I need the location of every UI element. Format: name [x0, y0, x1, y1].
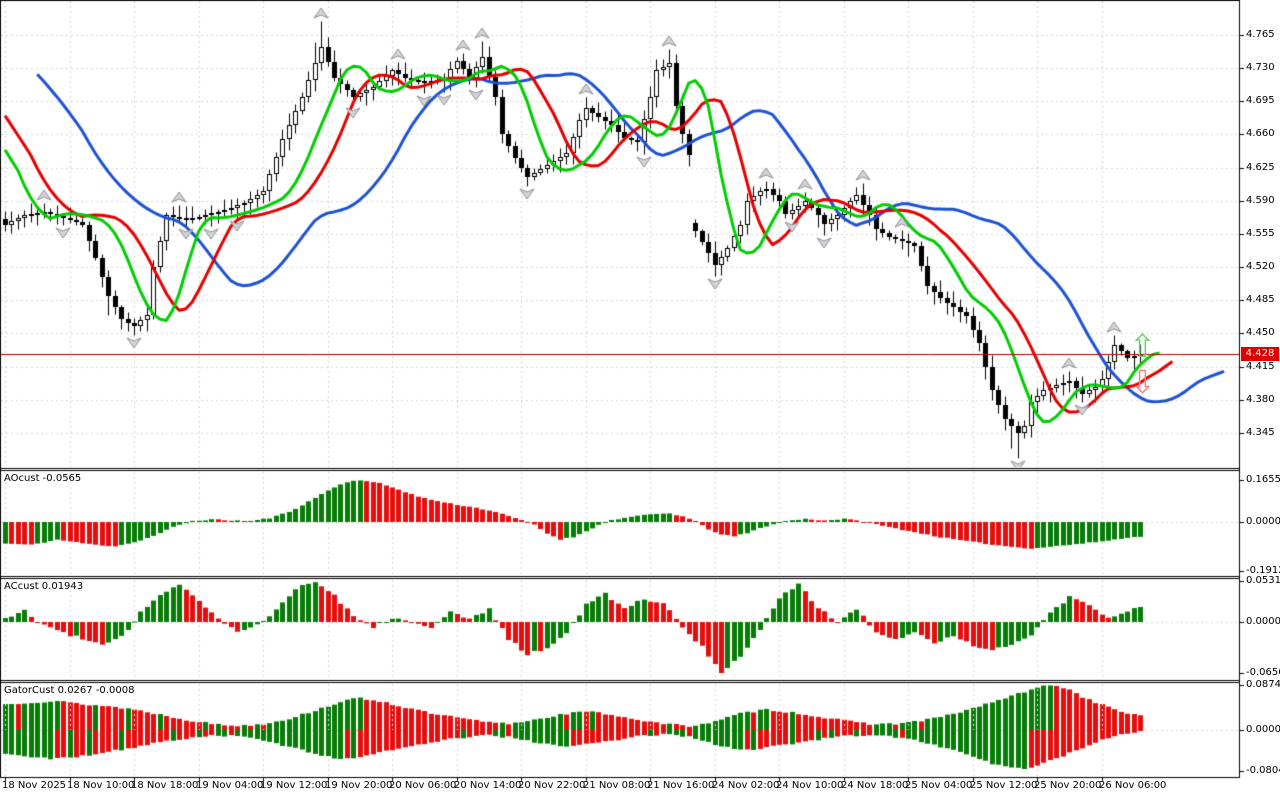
ao-indicator-title: AOcust -0.0565	[4, 473, 82, 484]
time-axis-label: 25 Nov 04:00	[905, 780, 973, 791]
time-axis-label: 24 Nov 02:00	[712, 780, 780, 791]
price-axis-label: -0.06564	[1246, 667, 1280, 678]
time-axis-label: 20 Nov 06:00	[389, 780, 457, 791]
time-axis-label: 19 Nov 12:00	[260, 780, 328, 791]
sell-signal-arrow-icon: ⇩	[1129, 363, 1156, 401]
time-axis-label: 18 Nov 10:00	[67, 780, 135, 791]
time-axis-label: 21 Nov 16:00	[647, 780, 715, 791]
price-axis-label: 4.450	[1246, 327, 1275, 338]
price-axis-label: 0.00000	[1246, 616, 1280, 627]
price-axis-label: 4.590	[1246, 195, 1275, 206]
price-axis-label: 0.0874	[1246, 679, 1280, 690]
price-axis-label: 0.1655	[1246, 474, 1280, 485]
price-axis-label: 4.485	[1246, 294, 1275, 305]
price-axis-label: 4.520	[1246, 261, 1275, 272]
time-axis-label: 19 Nov 20:00	[325, 780, 393, 791]
price-axis-label: 4.555	[1246, 228, 1275, 239]
price-axis-label: 4.730	[1246, 62, 1275, 73]
price-axis-label: 4.380	[1246, 394, 1275, 405]
time-axis-label: 24 Nov 18:00	[841, 780, 909, 791]
price-axis-label: 4.345	[1246, 427, 1275, 438]
gator-indicator-title: GatorCust 0.0267 -0.0008	[4, 685, 135, 696]
buy-signal-arrow-icon: ⇧	[1129, 327, 1156, 365]
price-axis-label: 4.415	[1246, 361, 1275, 372]
price-axis-label: 0.0000	[1246, 516, 1280, 527]
current-price-tag: 4.428	[1241, 347, 1279, 361]
price-axis-label: -0.0804	[1246, 765, 1280, 776]
time-axis-label: 25 Nov 12:00	[970, 780, 1038, 791]
time-axis-label: 24 Nov 10:00	[776, 780, 844, 791]
time-axis-label: 26 Nov 06:00	[1099, 780, 1167, 791]
price-axis-label: 4.625	[1246, 162, 1275, 173]
time-axis-label: 25 Nov 20:00	[1034, 780, 1102, 791]
time-axis-label: 20 Nov 22:00	[518, 780, 586, 791]
ac-indicator-title: ACcust 0.01943	[4, 581, 84, 592]
price-axis-label: 0.0000	[1246, 724, 1280, 735]
price-axis-label: 4.765	[1246, 29, 1275, 40]
time-axis-label: 18 Nov 18:00	[131, 780, 199, 791]
price-axis-label: -0.1912	[1246, 565, 1280, 576]
time-axis-label: 19 Nov 04:00	[196, 780, 264, 791]
time-axis-label: 20 Nov 14:00	[454, 780, 522, 791]
price-axis-label: 4.695	[1246, 95, 1275, 106]
time-axis-label: 21 Nov 08:00	[583, 780, 651, 791]
time-axis-label: 18 Nov 2025	[2, 780, 67, 791]
price-axis-label: 4.660	[1246, 128, 1275, 139]
